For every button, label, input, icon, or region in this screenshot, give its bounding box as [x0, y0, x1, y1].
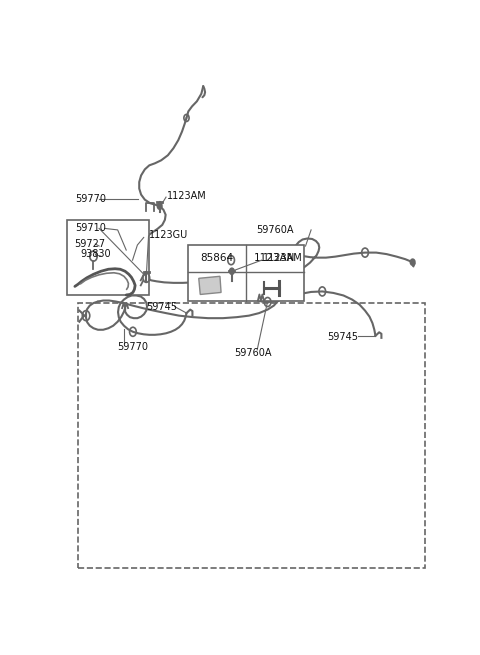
Text: 59710: 59710: [76, 223, 107, 233]
Bar: [67, 220, 149, 295]
Text: 59727: 59727: [74, 239, 105, 249]
Polygon shape: [199, 276, 221, 295]
Text: 1123GU: 1123GU: [149, 230, 189, 240]
Text: 59770: 59770: [117, 342, 148, 352]
Circle shape: [410, 259, 415, 265]
Circle shape: [157, 203, 162, 209]
Text: 85864: 85864: [201, 253, 234, 263]
Text: 59745: 59745: [146, 301, 177, 312]
Text: 93830: 93830: [81, 249, 111, 259]
Text: 59745: 59745: [327, 332, 358, 343]
Text: 1123AM: 1123AM: [263, 253, 302, 263]
Text: 59770: 59770: [76, 194, 107, 204]
Text: 1123AM: 1123AM: [167, 191, 207, 200]
Bar: [188, 245, 304, 301]
Circle shape: [229, 269, 234, 274]
Bar: [78, 303, 424, 568]
Text: 59760A: 59760A: [256, 225, 294, 235]
Text: 1123AN: 1123AN: [254, 253, 296, 263]
Text: 59760A: 59760A: [234, 348, 272, 358]
